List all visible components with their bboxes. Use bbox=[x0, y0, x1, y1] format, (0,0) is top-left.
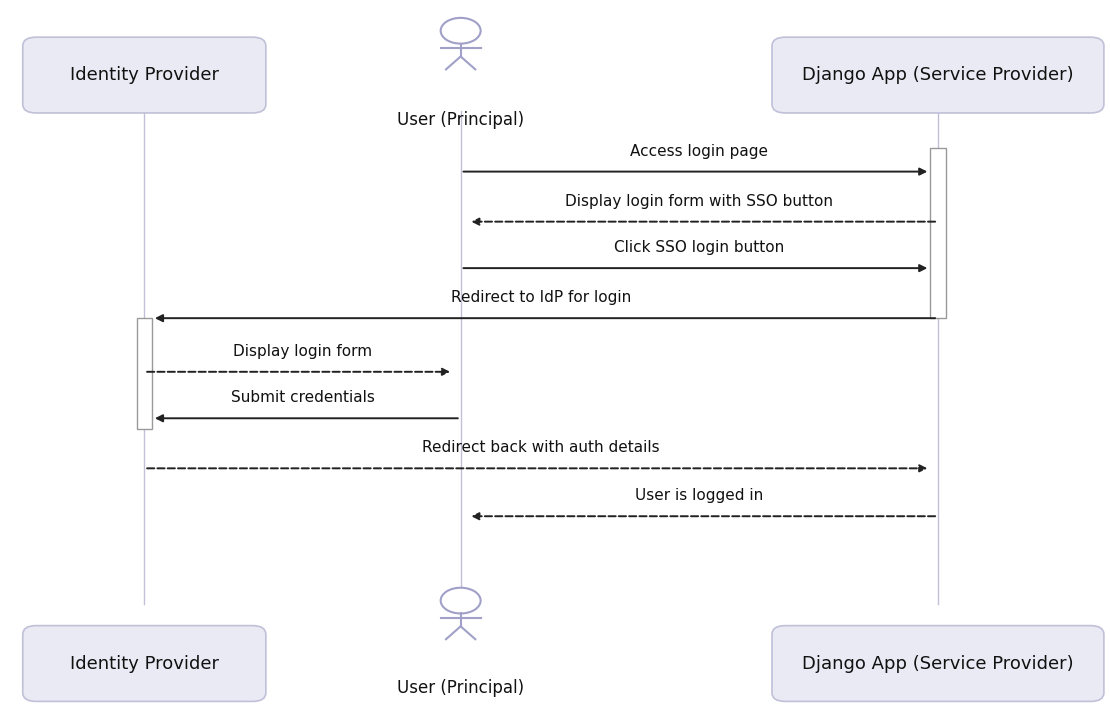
FancyBboxPatch shape bbox=[773, 626, 1103, 701]
FancyBboxPatch shape bbox=[773, 37, 1103, 113]
FancyBboxPatch shape bbox=[23, 626, 266, 701]
Text: Django App (Service Provider): Django App (Service Provider) bbox=[803, 654, 1073, 673]
Text: Click SSO login button: Click SSO login button bbox=[614, 240, 785, 255]
FancyBboxPatch shape bbox=[23, 37, 266, 113]
FancyBboxPatch shape bbox=[137, 318, 152, 429]
Text: Submit credentials: Submit credentials bbox=[231, 390, 374, 405]
Text: Django App (Service Provider): Django App (Service Provider) bbox=[803, 66, 1073, 84]
Text: Access login page: Access login page bbox=[630, 144, 768, 159]
Text: User (Principal): User (Principal) bbox=[397, 679, 524, 697]
Text: User (Principal): User (Principal) bbox=[397, 111, 524, 129]
Circle shape bbox=[441, 588, 481, 613]
Text: Display login form with SSO button: Display login form with SSO button bbox=[565, 194, 834, 209]
Text: Identity Provider: Identity Provider bbox=[70, 654, 219, 673]
FancyBboxPatch shape bbox=[930, 148, 946, 318]
Text: Redirect to IdP for login: Redirect to IdP for login bbox=[451, 290, 632, 305]
Text: Redirect back with auth details: Redirect back with auth details bbox=[422, 440, 660, 455]
Text: Display login form: Display login form bbox=[233, 344, 372, 359]
Circle shape bbox=[441, 18, 481, 44]
Text: User is logged in: User is logged in bbox=[635, 488, 764, 503]
Text: Identity Provider: Identity Provider bbox=[70, 66, 219, 84]
